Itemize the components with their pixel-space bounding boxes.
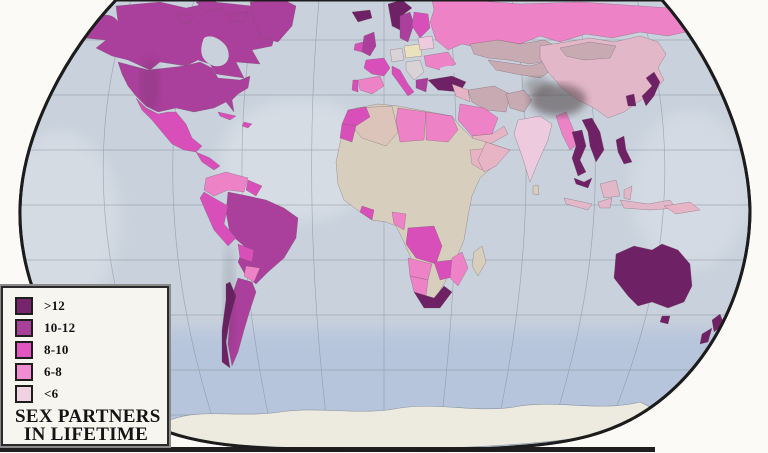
legend-title-line2: IN LIFETIME xyxy=(23,424,149,446)
region-greece xyxy=(415,77,429,93)
region-peru-ecuador xyxy=(199,191,237,247)
region-mongolia xyxy=(559,41,617,61)
region-guyanas xyxy=(245,179,263,197)
andes-relief-shading xyxy=(223,245,235,355)
region-afghanistan xyxy=(505,89,533,113)
region-libya xyxy=(395,107,427,143)
region-thailand xyxy=(571,129,587,177)
region-ireland xyxy=(353,41,364,53)
legend-swatch-10-12 xyxy=(15,319,33,337)
ocean-relief-highlight xyxy=(19,130,120,310)
black-sea xyxy=(440,65,462,74)
region-ivory-coast xyxy=(359,205,375,221)
region-madagascar xyxy=(471,245,487,277)
region-iraq-syria xyxy=(451,83,471,103)
legend-row: <6 xyxy=(15,383,157,405)
legend-label: <6 xyxy=(44,386,59,401)
region-bolivia xyxy=(237,243,255,263)
legend-title-line1: SEX PARTNERS xyxy=(15,406,161,427)
region-egypt xyxy=(425,111,459,143)
legend-label: >12 xyxy=(44,298,66,313)
legend-swatch-gt12 xyxy=(15,297,33,315)
region-colombia-venezuela xyxy=(203,171,249,197)
legend-label: 8-10 xyxy=(44,342,69,357)
region-mozambique xyxy=(449,251,469,287)
region-western-sahara xyxy=(339,123,357,143)
region-philippines xyxy=(615,135,633,165)
region-india xyxy=(513,115,553,183)
legend-row: >12 xyxy=(15,295,157,317)
region-paraguay xyxy=(243,265,261,283)
region-cuba xyxy=(217,111,253,129)
region-russia xyxy=(429,0,737,51)
legend-title: SEX PARTNERS IN LIFETIME xyxy=(15,406,161,446)
region-south-korea xyxy=(625,93,637,107)
region-japan xyxy=(641,71,661,107)
legend-swatch-6-8 xyxy=(15,363,33,381)
region-central-asia xyxy=(487,59,553,79)
map-legend: >12 10-12 8-10 6-8 <6 SEX PARTNERS IN LI… xyxy=(0,284,171,448)
region-sweden xyxy=(399,11,415,43)
region-nigeria-cameroon xyxy=(391,211,407,231)
legend-label: 10-12 xyxy=(44,320,76,335)
region-portugal xyxy=(351,79,359,93)
legend-label: 6-8 xyxy=(44,364,62,379)
projection-outline xyxy=(18,0,752,452)
region-australia xyxy=(613,243,693,309)
region-germany xyxy=(389,47,405,63)
central-asia-relief-shading xyxy=(524,77,552,95)
caspian-sea xyxy=(473,65,487,92)
region-belarus-baltics xyxy=(417,35,435,51)
region-sri-lanka xyxy=(532,184,540,196)
legend-row: 10-12 xyxy=(15,317,157,339)
legend-row: 8-10 xyxy=(15,339,157,361)
region-malaysia xyxy=(573,177,593,189)
legend-swatch-lt6 xyxy=(15,385,33,403)
region-italy xyxy=(391,65,415,97)
region-vietnam xyxy=(581,117,605,163)
region-france xyxy=(363,57,391,77)
region-poland xyxy=(403,43,423,59)
region-balkans xyxy=(405,59,425,81)
region-spain xyxy=(357,75,385,95)
region-iran xyxy=(467,85,511,113)
region-indonesia xyxy=(563,179,677,211)
region-iceland xyxy=(351,9,373,23)
region-norway xyxy=(387,0,413,31)
region-somalia-horn xyxy=(477,141,511,173)
hudson-bay xyxy=(201,36,229,67)
region-morocco xyxy=(341,106,371,127)
region-finland xyxy=(411,11,431,39)
region-central-america xyxy=(195,151,221,171)
rockies-relief-shading xyxy=(140,57,160,113)
region-papua-new-guinea xyxy=(663,201,701,215)
region-tasmania xyxy=(659,315,671,325)
ocean-relief-highlight xyxy=(630,110,750,270)
legend-row: 6-8 xyxy=(15,361,157,383)
legend-swatch-8-10 xyxy=(15,341,33,359)
region-south-africa xyxy=(413,285,453,309)
